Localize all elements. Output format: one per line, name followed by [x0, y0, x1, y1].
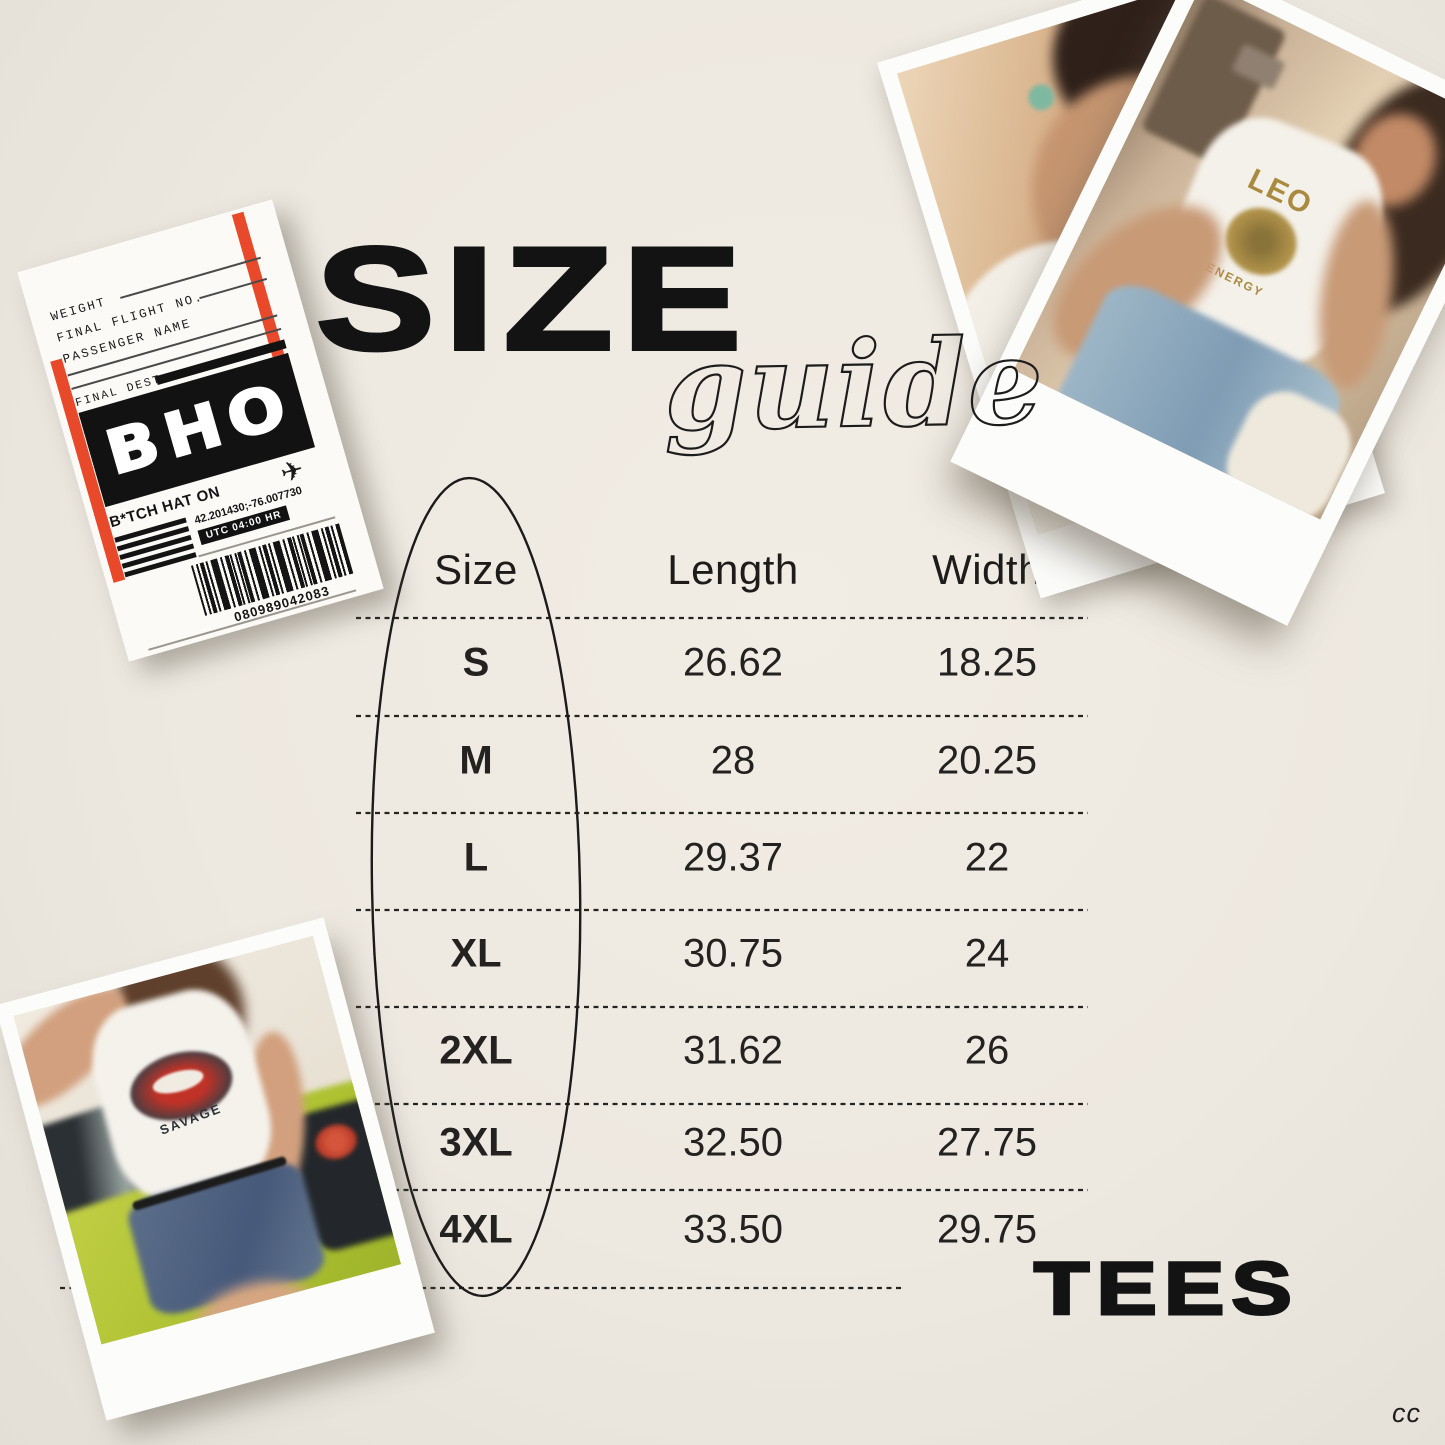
- column-header-size: Size: [434, 546, 518, 593]
- brand-title-tees: TEES: [1032, 1247, 1300, 1330]
- size-label: 3XL: [439, 1120, 513, 1165]
- length-value: 32.50: [682, 1120, 784, 1165]
- length-value: 29.37: [682, 835, 784, 880]
- photo-woman-savage-tee-car: SAVAGE: [13, 935, 401, 1345]
- watermark-cc: cc: [1392, 1398, 1421, 1428]
- width-value: 26: [964, 1028, 1010, 1073]
- airplane-icon: ✈: [277, 453, 308, 489]
- length-value: 26.62: [682, 640, 784, 685]
- page-title-size: SIZE: [314, 217, 751, 380]
- length-value: 31.62: [682, 1028, 784, 1073]
- width-value: 20.25: [936, 738, 1038, 783]
- width-value: 29.75: [936, 1207, 1038, 1252]
- length-value: 30.75: [682, 931, 784, 976]
- size-label: S: [462, 640, 490, 685]
- column-header-width: Width: [932, 546, 1042, 593]
- width-value: 18.25: [936, 640, 1038, 685]
- tag-field-rule: [120, 256, 261, 299]
- size-label: M: [459, 738, 493, 783]
- size-label: L: [463, 835, 489, 880]
- earring-highlight: [1025, 81, 1058, 114]
- size-column-ellipse: [370, 476, 582, 1298]
- column-header-length: Length: [667, 546, 799, 593]
- size-label: 2XL: [439, 1028, 513, 1073]
- length-value: 28: [710, 738, 756, 783]
- width-value: 27.75: [936, 1120, 1038, 1165]
- page-title-guide: guide: [662, 311, 1047, 459]
- size-label: XL: [450, 931, 502, 976]
- size-label: 4XL: [439, 1207, 513, 1252]
- length-value: 33.50: [682, 1207, 784, 1252]
- width-value: 24: [964, 931, 1010, 976]
- width-value: 22: [964, 835, 1010, 880]
